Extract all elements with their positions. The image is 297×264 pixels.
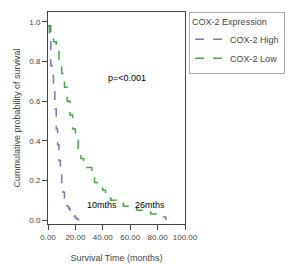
svg-text:1.0: 1.0 <box>29 18 41 27</box>
svg-text:0.00: 0.00 <box>40 233 56 242</box>
svg-text:COX-2 High: COX-2 High <box>230 35 279 45</box>
svg-text:20.00: 20.00 <box>65 233 86 242</box>
svg-text:10mths: 10mths <box>87 200 117 210</box>
svg-text:40.00: 40.00 <box>93 233 114 242</box>
svg-text:Cummulative probability of sur: Cummulative probability of survival <box>12 48 22 187</box>
svg-text:COX-2 Low: COX-2 Low <box>230 54 277 64</box>
svg-text:60.00: 60.00 <box>120 233 141 242</box>
svg-text:0.8: 0.8 <box>29 57 41 66</box>
svg-text:0.2: 0.2 <box>29 176 41 185</box>
svg-text:100.00: 100.00 <box>173 233 198 242</box>
svg-text:Survival Time (months): Survival Time (months) <box>70 253 162 263</box>
svg-text:0.4: 0.4 <box>29 137 41 146</box>
svg-text:0.6: 0.6 <box>29 97 41 106</box>
svg-text:p=<0.001: p=<0.001 <box>108 73 146 83</box>
svg-text:COX-2 Expression: COX-2 Expression <box>192 17 267 27</box>
svg-text:0.0: 0.0 <box>29 216 41 225</box>
svg-text:80.00: 80.00 <box>148 233 169 242</box>
svg-text:26mths: 26mths <box>135 200 165 210</box>
